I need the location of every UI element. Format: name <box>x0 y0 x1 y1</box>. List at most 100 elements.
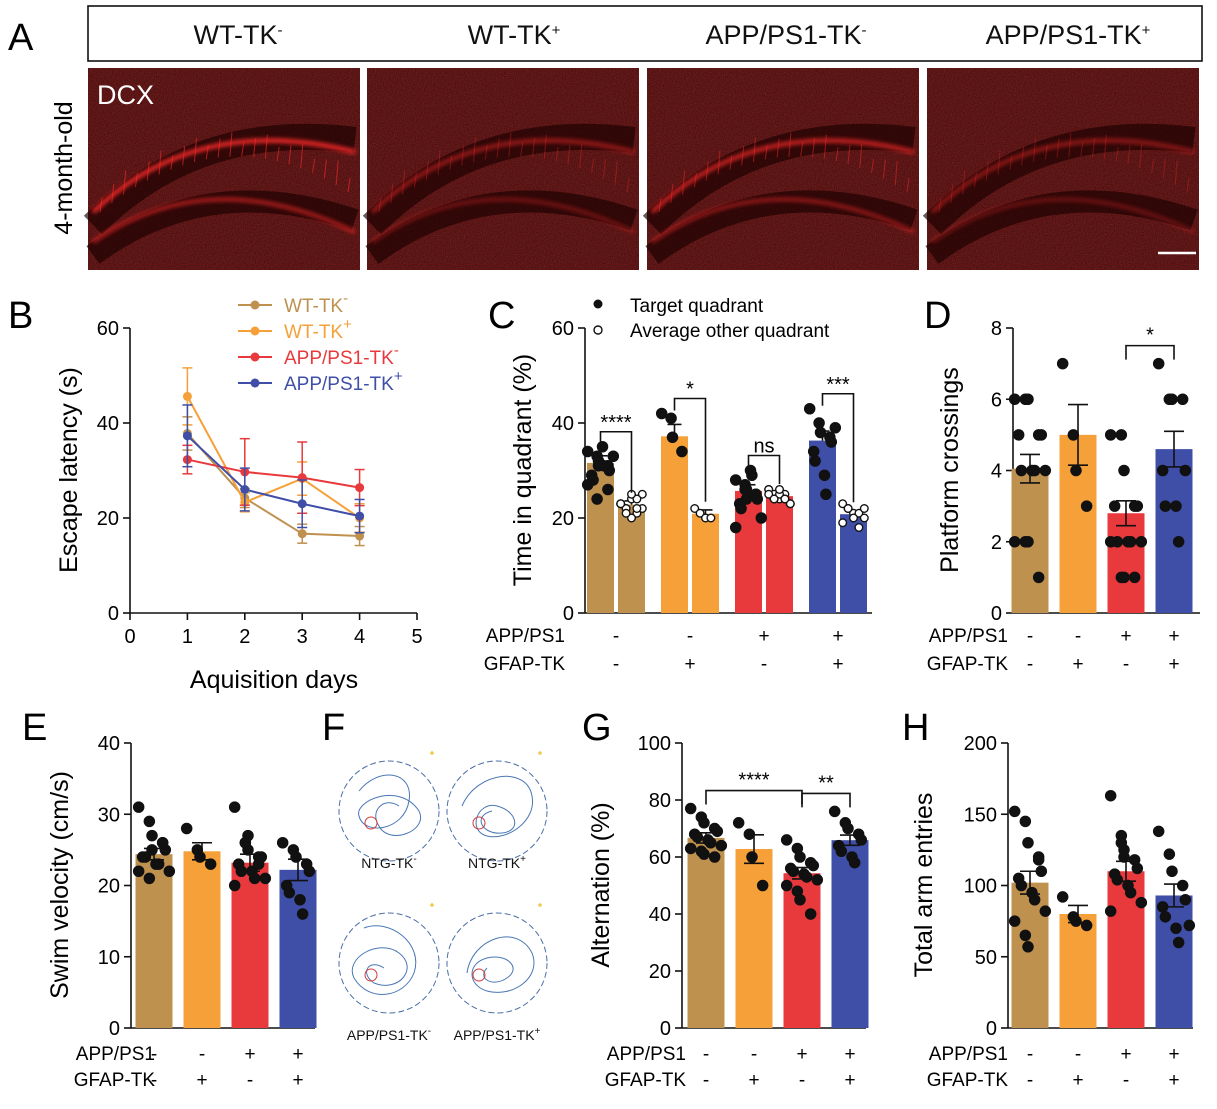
dendrite <box>508 132 512 157</box>
panel-h: H 0 50 100 150 200 Total arm entries APP/PS1 GF… <box>902 707 1196 1091</box>
dendrite <box>300 144 304 169</box>
f-trace-3: APP/PS1-TK+ <box>446 903 548 1043</box>
b-legend-label-1-base: WT-TK <box>284 322 343 343</box>
h-point <box>1039 905 1052 917</box>
c-y-axis-label: Time in quadrant (%) <box>509 354 537 587</box>
e-row2-sign-1: + <box>196 1070 207 1091</box>
granule-layer-upper <box>362 123 636 235</box>
dendrite <box>1115 146 1119 162</box>
h-point <box>1111 874 1124 886</box>
c-row2-sign-1: + <box>684 654 695 675</box>
g-point <box>800 871 813 883</box>
dendrite <box>413 173 417 188</box>
dcx-cells-lower <box>651 197 915 244</box>
dcx-cells-upper <box>370 138 635 214</box>
g-y-tick-label-1: 20 <box>649 961 671 983</box>
c-row2-label: GFAP-TK <box>484 654 566 675</box>
c-row2-sign-2: - <box>761 654 767 675</box>
h-point <box>1124 886 1137 899</box>
e-row2-sign-3: + <box>292 1070 303 1091</box>
b-y-axis-label: Escape latency (s) <box>55 367 83 573</box>
d-point <box>1118 571 1130 584</box>
c-other-point <box>859 513 869 523</box>
dendrite <box>170 155 174 170</box>
dendrite <box>906 177 910 193</box>
f-trace-1: NTG-TK+ <box>446 751 548 871</box>
h-y-axis-label: Total arm entries <box>910 793 938 978</box>
b-y-tick-label-2: 40 <box>97 413 119 435</box>
dendrite <box>894 160 898 185</box>
c-bar-other <box>766 496 793 613</box>
dendrite <box>323 159 327 179</box>
h-bar-group-1 <box>1056 891 1097 1028</box>
dendrite <box>962 170 966 195</box>
f-platform <box>364 816 378 830</box>
dendrite <box>614 160 618 185</box>
micrograph-2 <box>642 68 919 270</box>
d-point <box>1128 571 1141 584</box>
d-point <box>1170 500 1182 512</box>
b-legend-label-2: APP/PS1-TK- <box>284 342 399 369</box>
b-series-line <box>186 395 361 519</box>
dendrite <box>591 158 595 173</box>
c-other-point <box>843 504 853 514</box>
c-target-point <box>803 403 816 415</box>
g-point <box>794 851 806 863</box>
dcx-cells-lower <box>92 197 356 244</box>
g-bar-group-2 <box>780 834 824 1028</box>
b-legend-label-3-base: APP/PS1-TK <box>284 374 394 395</box>
dendrite <box>1080 142 1084 157</box>
g-bar-group-3 <box>828 805 869 1028</box>
granule-layer-lower <box>86 190 359 264</box>
d-bar <box>1107 513 1145 613</box>
g-significance-bracket <box>705 789 803 805</box>
d-row2-label: GFAP-TK <box>927 654 1009 675</box>
c-other-point <box>632 504 642 514</box>
f-label-3-sup: + <box>535 1026 541 1037</box>
dendrite <box>241 142 245 157</box>
c-y-tick-label-2: 40 <box>552 413 574 435</box>
dendrite <box>997 150 1001 175</box>
h-y-tick-label-3: 150 <box>964 804 997 826</box>
h-point <box>1015 879 1028 892</box>
b-legend-label-2-base: APP/PS1-TK <box>284 348 394 369</box>
g-row1-sign-0: - <box>703 1044 709 1065</box>
f-start-marker <box>538 903 542 907</box>
granule-layer-upper <box>922 123 1196 235</box>
h-point <box>1019 929 1032 942</box>
e-point <box>163 865 176 877</box>
dendrite <box>579 144 583 169</box>
header-label-0: WT-TK- <box>194 20 283 50</box>
f-platform <box>472 816 486 830</box>
header-label-0-sup: - <box>277 22 282 39</box>
dendrite <box>193 137 197 162</box>
c-other-point <box>632 494 642 504</box>
c-target-point <box>829 422 842 434</box>
header-label-1-sup: + <box>552 22 561 39</box>
d-bar-group-2 <box>1104 429 1148 613</box>
h-point <box>1183 919 1196 932</box>
c-significance-label-1: * <box>686 379 694 401</box>
dendrite <box>812 138 816 158</box>
e-point <box>228 879 241 892</box>
c-other-point <box>695 508 705 518</box>
c-target-point <box>729 474 742 486</box>
granule-layer-lower <box>925 190 1198 264</box>
c-target-point <box>818 469 831 481</box>
c-target-point <box>750 488 762 500</box>
g-significance-label-0: **** <box>738 770 769 792</box>
h-point <box>1022 941 1034 953</box>
header-label-2-base: APP/PS1-TK <box>705 20 861 50</box>
dendrite <box>402 170 406 195</box>
c-bar-target <box>661 436 688 613</box>
f-label-2: APP/PS1-TK- <box>347 1026 431 1043</box>
b-legend-marker <box>250 378 260 388</box>
side-label: 4-month-old <box>50 101 78 234</box>
dendrite <box>335 160 339 185</box>
b-legend-label-1: WT-TK+ <box>284 316 352 343</box>
stain-label: DCX <box>97 80 154 110</box>
d-row1-label: APP/PS1 <box>929 626 1008 647</box>
e-row2-sign-2: - <box>247 1070 253 1091</box>
h-point <box>1028 894 1041 906</box>
